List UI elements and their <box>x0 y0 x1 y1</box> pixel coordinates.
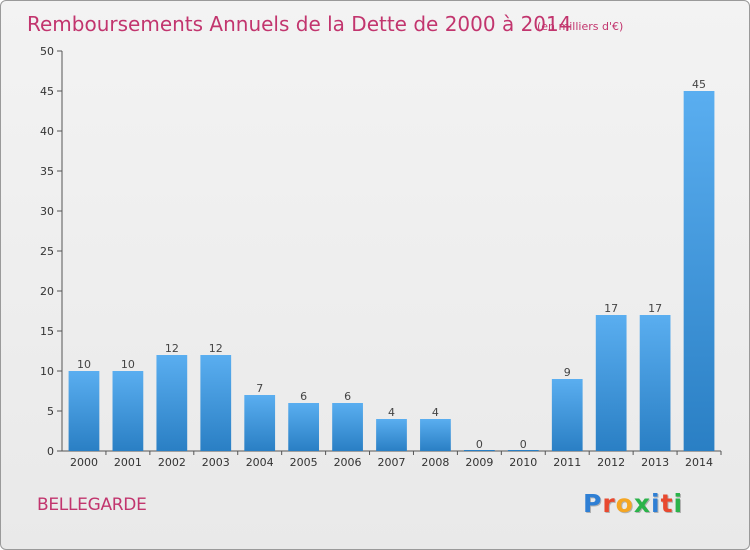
x-tick-label: 2010 <box>509 456 537 469</box>
y-tick-label: 10 <box>40 365 54 378</box>
bar-value-label: 6 <box>300 390 307 403</box>
bar <box>551 379 583 451</box>
x-tick-label: 2014 <box>685 456 713 469</box>
y-tick-label: 45 <box>40 85 54 98</box>
bar <box>595 315 627 451</box>
bar-value-label: 9 <box>564 366 571 379</box>
x-tick-label: 2003 <box>202 456 230 469</box>
chart-subtitle: (en milliers d'€) <box>537 20 623 33</box>
logo-letter: x <box>633 489 651 518</box>
logo-letter: i <box>673 489 684 518</box>
bar-value-label: 12 <box>209 342 223 355</box>
x-tick-label: 2006 <box>334 456 362 469</box>
bar <box>376 419 407 451</box>
y-tick-label: 20 <box>40 285 54 298</box>
logo-letter: P <box>583 489 603 518</box>
bar-value-label: 17 <box>604 302 618 315</box>
y-tick-label: 35 <box>40 165 54 178</box>
bar-value-label: 0 <box>476 438 483 451</box>
x-tick-label: 2013 <box>641 456 669 469</box>
commune-name: BELLEGARDE <box>37 495 147 515</box>
y-tick-label: 50 <box>40 45 54 58</box>
x-tick-label: 2011 <box>553 456 581 469</box>
bar <box>507 450 539 451</box>
x-tick-label: 2008 <box>421 456 449 469</box>
x-tick-label: 2004 <box>246 456 274 469</box>
bar <box>463 450 495 451</box>
bar <box>683 91 715 451</box>
x-tick-label: 2009 <box>465 456 493 469</box>
bar-value-label: 4 <box>388 406 395 419</box>
x-tick-label: 2005 <box>290 456 318 469</box>
proxiti-logo: Proxiti <box>583 489 683 519</box>
logo-letter: o <box>615 489 634 518</box>
bar <box>112 371 144 451</box>
logo-letter: r <box>602 489 616 518</box>
bar-value-label: 10 <box>77 358 91 371</box>
bars <box>68 91 715 451</box>
bar <box>68 371 100 451</box>
x-tick-label: 2002 <box>158 456 186 469</box>
bar <box>420 419 451 451</box>
bar-value-label: 45 <box>692 78 706 91</box>
y-tick-label: 25 <box>40 245 54 258</box>
bar <box>244 395 276 451</box>
x-tick-label: 2001 <box>114 456 142 469</box>
bar <box>200 355 232 451</box>
y-tick-label: 15 <box>40 325 54 338</box>
y-tick-label: 5 <box>47 405 54 418</box>
bar-value-label: 10 <box>121 358 135 371</box>
bar <box>639 315 671 451</box>
logo-letter: i <box>651 489 661 518</box>
x-tick-label: 2012 <box>597 456 625 469</box>
value-labels: 10 10 12 12 7 6 6 4 4 0 0 9 17 17 45 <box>77 78 706 451</box>
bar-value-label: 4 <box>432 406 439 419</box>
x-tick-label: 2007 <box>378 456 406 469</box>
y-tick-label: 0 <box>47 445 54 458</box>
bar <box>332 403 363 451</box>
y-tick-label: 40 <box>40 125 54 138</box>
bar-value-label: 0 <box>520 438 527 451</box>
bar <box>288 403 320 451</box>
y-tick-label: 30 <box>40 205 54 218</box>
bar-value-label: 6 <box>344 390 351 403</box>
x-tick-label: 2000 <box>70 456 98 469</box>
logo-letter: t <box>660 489 674 518</box>
bar-value-label: 12 <box>165 342 179 355</box>
bar <box>156 355 188 451</box>
bar-value-label: 17 <box>648 302 662 315</box>
chart-title: Remboursements Annuels de la Dette de 20… <box>27 12 571 36</box>
bar-value-label: 7 <box>256 382 263 395</box>
